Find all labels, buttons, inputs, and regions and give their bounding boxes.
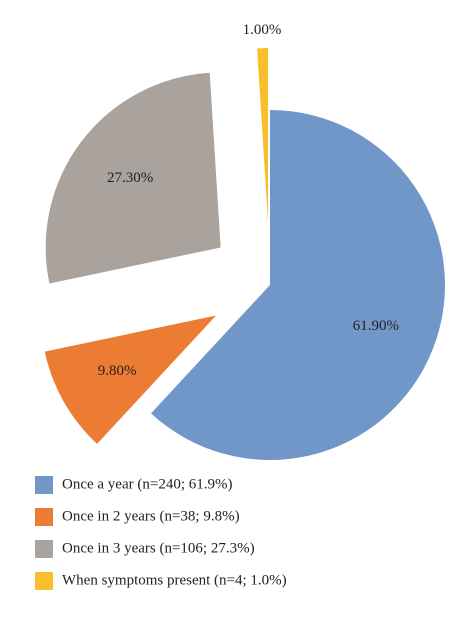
- data-label: 9.80%: [98, 363, 137, 379]
- legend-label: Once a year (n=240; 61.9%): [62, 476, 232, 492]
- data-label: 1.00%: [243, 22, 282, 38]
- legend-swatch: [35, 508, 53, 526]
- pie-slice: [44, 315, 217, 444]
- legend-label: Once in 2 years (n=38; 9.8%): [62, 508, 240, 524]
- legend-swatch: [35, 540, 53, 558]
- legend-swatch: [35, 476, 53, 494]
- data-label: 61.90%: [353, 318, 399, 334]
- pie-slice: [257, 48, 269, 224]
- pie-slice: [151, 110, 446, 461]
- pie-slice: [45, 72, 221, 284]
- legend-label: When symptoms present (n=4; 1.0%): [62, 572, 287, 588]
- legend-label: Once in 3 years (n=106; 27.3%): [62, 540, 255, 556]
- legend-swatch: [35, 572, 53, 590]
- data-label: 27.30%: [107, 170, 153, 186]
